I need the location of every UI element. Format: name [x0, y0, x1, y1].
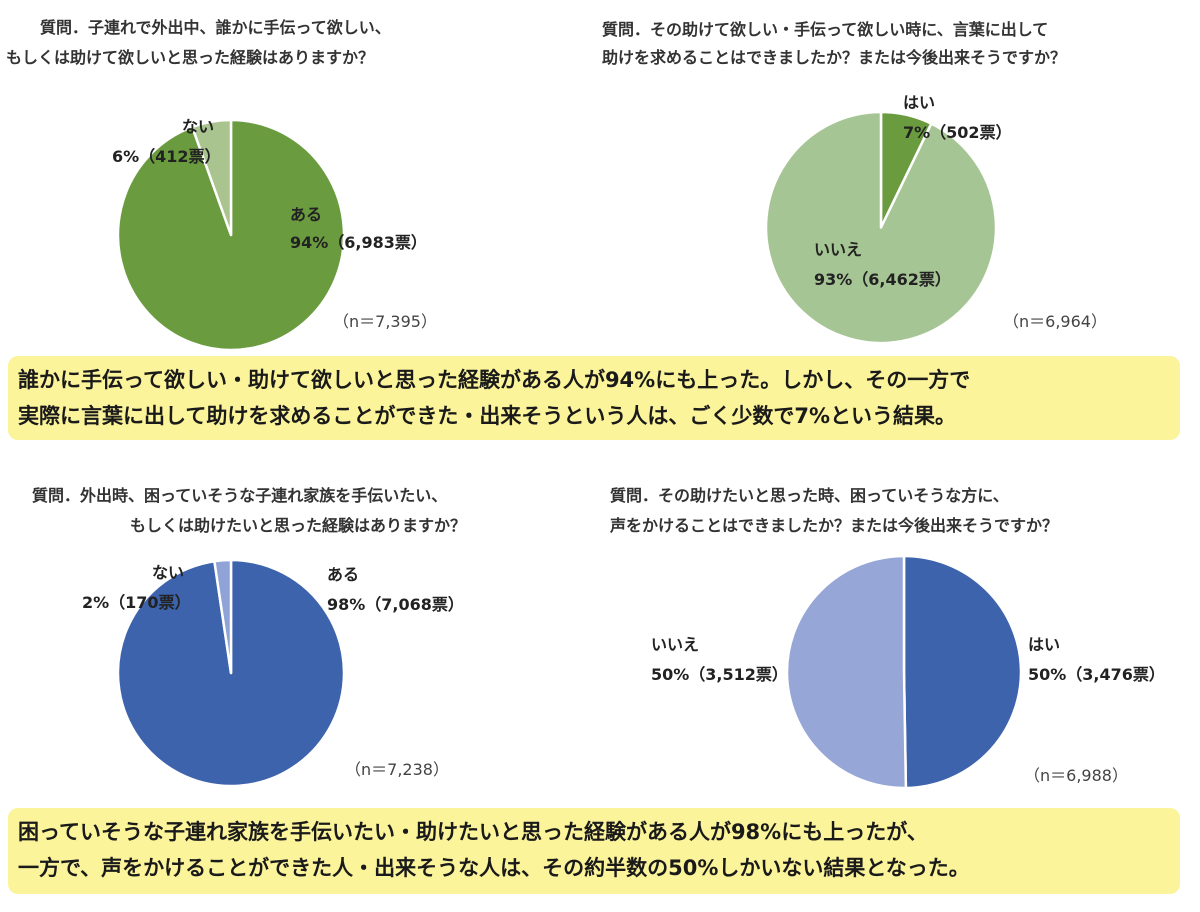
pie-slice-2 — [190, 118, 233, 237]
chart2-label-hai: はい — [903, 93, 936, 112]
chart4-label-hai: はい — [1028, 635, 1061, 654]
chart1-title-line1: 質問．子連れで外出中、誰かに手伝って欲しい、 — [40, 18, 391, 37]
chart4-title-line2: 声をかけることはできましたか？または今後出来そうですか？ — [610, 516, 1059, 535]
chart3-value-nai: 2%（170票） — [82, 593, 191, 612]
summary-1-line2: 実際に言葉に出して助けを求めることができた・出来そうという人は、ごく少数で7%と… — [18, 404, 957, 428]
chart1-value-aru: 94%（6,983票） — [290, 233, 427, 252]
chart1-label-aru: ある — [290, 205, 323, 224]
chart3-title-line1: 質問．外出時、困っていそうな子連れ家族を手伝いたい、 — [32, 486, 448, 505]
chart1-label-nai: ない — [182, 117, 215, 136]
chart3-title-line2: もしくは助けたいと思った経験はありますか？ — [130, 516, 467, 535]
chart1-value-nai: 6%（412票） — [112, 147, 221, 166]
chart4-label-iie: いいえ — [651, 635, 700, 654]
summary-2-line2: 一方で、声をかけることができた人・出来そうな人は、その約半数の50%しかいない結… — [18, 856, 970, 880]
pie-slice-2 — [785, 554, 908, 790]
chart1-n: （n＝7,395） — [333, 312, 437, 331]
summary-1-line1: 誰かに手伝って欲しい・助けて欲しいと思った経験がある人が94%にも上った。しかし… — [18, 368, 971, 392]
pie-slice-2 — [764, 110, 998, 345]
pie-slice-2 — [213, 558, 233, 675]
chart4-pie — [785, 554, 1023, 790]
summary-banner-2: 困っていそうな子連れ家族を手伝いたい・助けたいと思った経験がある人が98%にも上… — [8, 808, 1180, 894]
chart1-pie — [116, 118, 346, 352]
chart4-n: （n＝6,988） — [1024, 766, 1128, 785]
chart4-title-line1: 質問．その助けたいと思った時、困っていそうな方に、 — [610, 486, 1009, 505]
summary-banner-1: 誰かに手伝って欲しい・助けて欲しいと思った経験がある人が94%にも上った。しかし… — [8, 356, 1180, 440]
chart2-value-hai: 7%（502票） — [903, 123, 1012, 142]
chart2-n: （n＝6,964） — [1003, 312, 1107, 331]
pie-slice-1 — [902, 554, 1023, 790]
chart3-label-nai: ない — [152, 563, 185, 582]
chart1-title-line2: もしくは助けて欲しいと思った経験はありますか？ — [6, 48, 375, 67]
chart2-title-line2: 助けを求めることはできましたか？または今後出来そうですか？ — [602, 48, 1067, 67]
chart4-value-iie: 50%（3,512票） — [651, 665, 788, 684]
chart2-pie — [764, 110, 998, 345]
chart2-value-iie: 93%（6,462票） — [814, 270, 951, 289]
summary-2-line1: 困っていそうな子連れ家族を手伝いたい・助けたいと思った経験がある人が98%にも上… — [18, 820, 928, 844]
chart3-pie — [116, 558, 346, 788]
chart3-value-aru: 98%（7,068票） — [327, 595, 464, 614]
chart2-label-iie: いいえ — [814, 240, 863, 259]
chart4-value-hai: 50%（3,476票） — [1028, 665, 1165, 684]
chart3-label-aru: ある — [327, 565, 360, 584]
chart3-n: （n＝7,238） — [345, 760, 449, 779]
chart2-title-line1: 質問．その助けて欲しい・手伝って欲しい時に、言葉に出して — [602, 20, 1049, 39]
